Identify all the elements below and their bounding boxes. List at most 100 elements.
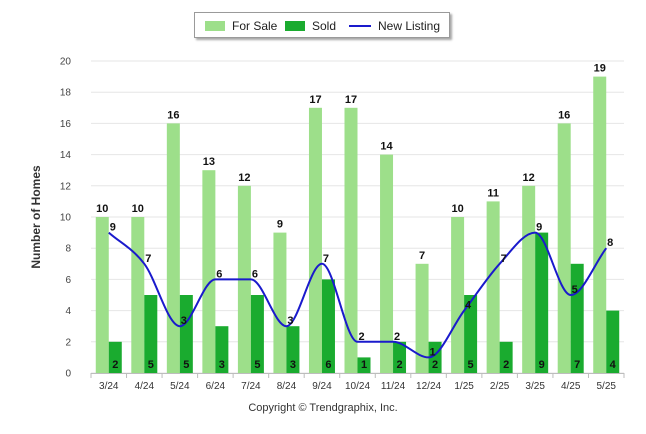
sold-bar	[286, 326, 300, 373]
y-tick-label: 6	[65, 275, 71, 286]
y-tick-label: 14	[60, 150, 72, 161]
sold-value-label: 3	[290, 359, 296, 371]
sold-bar	[606, 310, 620, 373]
new-listing-value-label: 6	[216, 268, 222, 280]
sold-value-label: 3	[219, 359, 225, 371]
for-sale-value-label: 14	[380, 141, 393, 153]
sold-value-label: 6	[325, 359, 331, 371]
x-tick-label: 9/24	[312, 381, 332, 392]
for-sale-value-label: 12	[238, 172, 250, 184]
for-sale-value-label: 7	[419, 250, 425, 262]
sold-bar	[570, 263, 584, 373]
x-tick-label: 11/24	[381, 381, 406, 392]
x-tick-label: 12/24	[416, 381, 441, 392]
sold-bar	[428, 341, 442, 373]
for-sale-bar	[344, 107, 358, 374]
legend-item-new-listing[interactable]: New Listing	[349, 18, 440, 34]
for-sale-bar	[557, 123, 571, 374]
legend: For Sale Sold New Listing	[194, 12, 450, 38]
y-tick-label: 10	[60, 213, 72, 224]
for-sale-value-label: 17	[309, 94, 321, 106]
new-listing-value-label: 3	[287, 315, 293, 327]
for-sale-value-label: 13	[203, 156, 215, 168]
for-sale-bar	[202, 170, 216, 373]
sold-value-label: 5	[183, 359, 189, 371]
for-sale-bar	[415, 263, 429, 373]
y-axis: 0 2 4 6 8 10 12 14 16 18 20	[60, 57, 72, 380]
x-tick-label: 8/24	[277, 381, 297, 392]
new-listing-value-label: 8	[607, 237, 613, 249]
legend-label-new-listing: New Listing	[378, 19, 441, 33]
x-tick-label: 1/25	[454, 381, 474, 392]
sold-bar	[321, 279, 335, 373]
x-tick-label: 7/24	[241, 381, 261, 392]
x-tick-label: 2/25	[490, 381, 510, 392]
x-tick-label: 5/24	[170, 381, 190, 392]
legend-item-for-sale[interactable]: For Sale	[205, 18, 277, 34]
y-axis-title: Number of Homes	[29, 165, 43, 269]
sold-value-label: 2	[396, 359, 402, 371]
for-sale-bar	[380, 154, 394, 373]
x-tick-label: 4/25	[561, 381, 581, 392]
new-listing-value-label: 9	[110, 222, 116, 234]
for-sale-bar	[95, 217, 109, 373]
sold-bar	[393, 341, 407, 373]
y-tick-label: 12	[60, 181, 72, 192]
for-sale-value-label: 10	[451, 203, 463, 215]
y-tick-label: 2	[65, 337, 71, 348]
x-tick-label: 10/24	[345, 381, 370, 392]
legend-label-for-sale: For Sale	[232, 19, 278, 33]
sold-value-label: 5	[468, 359, 474, 371]
x-axis: 3/24 4/24 5/24 6/24 7/24 8/24 9/24 10/24 11/24 12…	[90, 373, 625, 392]
sold-bar	[464, 295, 478, 373]
for-sale-bar	[273, 232, 287, 373]
new-listing-value-label: 2	[394, 331, 400, 343]
sold-bar	[215, 326, 229, 373]
for-sale-bar	[593, 76, 607, 373]
data-labels: 1021051651331259317617114272105112129167…	[96, 63, 617, 371]
y-tick-label: 18	[60, 88, 72, 99]
y-tick-label: 16	[60, 119, 72, 130]
new-listing-value-label: 3	[181, 315, 187, 327]
for-sale-value-label: 17	[345, 94, 357, 106]
sold-value-label: 2	[112, 359, 118, 371]
for-sale-value-label: 9	[277, 219, 283, 231]
new-listing-swatch	[349, 25, 371, 27]
for-sale-bar	[451, 217, 465, 373]
new-listing-value-label: 6	[252, 268, 258, 280]
new-listing-value-label: 9	[536, 222, 542, 234]
for-sale-value-label: 11	[487, 187, 499, 199]
sold-value-label: 1	[361, 359, 367, 371]
sold-bar	[535, 232, 549, 373]
sold-bar	[357, 357, 371, 373]
legend-item-sold[interactable]: Sold	[285, 18, 336, 34]
x-tick-label: 6/24	[206, 381, 226, 392]
for-sale-value-label: 19	[594, 63, 606, 75]
new-listing-value-label: 1	[430, 346, 436, 358]
new-listing-value-label: 7	[323, 253, 329, 265]
new-listing-line	[108, 231, 608, 359]
for-sale-value-label: 10	[132, 203, 144, 215]
new-listing-path	[108, 231, 608, 359]
sold-value-label: 9	[539, 359, 545, 371]
sold-bar	[250, 295, 264, 373]
sold-swatch	[285, 21, 305, 31]
x-tick-label: 4/24	[135, 381, 155, 392]
for-sale-value-label: 12	[523, 172, 535, 184]
copyright-text: Copyright © Trendgraphix, Inc.	[248, 402, 398, 414]
sold-bar	[144, 295, 158, 373]
sold-bar	[499, 341, 513, 373]
x-tick-label: 3/24	[99, 381, 119, 392]
sold-value-label: 5	[254, 359, 260, 371]
for-sale-swatch	[205, 21, 225, 31]
for-sale-bar	[486, 201, 500, 373]
new-listing-value-label: 5	[572, 284, 578, 296]
x-tick-label: 5/25	[596, 381, 616, 392]
sold-value-label: 2	[432, 359, 438, 371]
sold-bar	[179, 295, 193, 373]
for-sale-bar	[308, 107, 322, 374]
x-tick-label: 3/25	[525, 381, 545, 392]
new-listing-value-label: 7	[145, 253, 151, 265]
y-tick-label: 20	[60, 57, 72, 68]
